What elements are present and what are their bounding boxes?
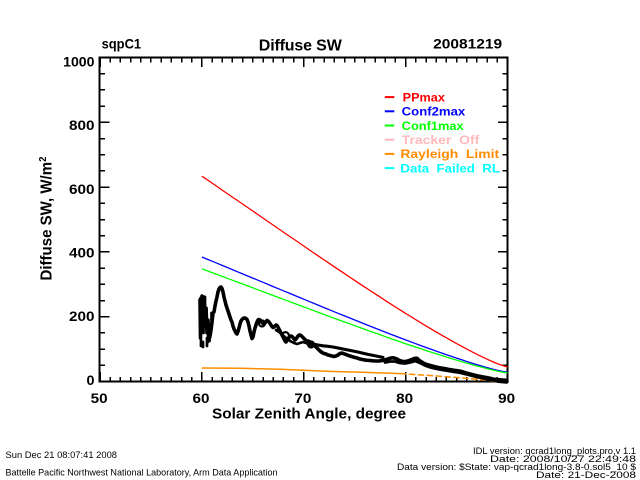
svg-text:80: 80 [396,391,413,406]
svg-text:60: 60 [193,391,210,406]
svg-text:90: 90 [498,391,515,406]
svg-text:Tracker Off: Tracker Off [402,133,481,147]
svg-text:200: 200 [69,309,95,324]
svg-text:600: 600 [69,182,95,197]
svg-text:800: 800 [69,118,95,133]
svg-text:Conf2max: Conf2max [402,105,466,119]
svg-text:20081219: 20081219 [433,36,502,52]
svg-text:sqpC1: sqpC1 [102,36,142,51]
svg-text:Sun Dec 21 08:07:41 2008: Sun Dec 21 08:07:41 2008 [6,450,118,461]
svg-text:Data version: $State: vap-qcra: Data version: $State: vap-qcrad1long-3.8… [397,462,636,472]
svg-text:IDL version: qcrad1long_plots.: IDL version: qcrad1long_plots.pro,v 1.1 [473,446,636,456]
svg-text:Diffuse SW: Diffuse SW [259,38,343,55]
svg-text:70: 70 [294,391,311,406]
svg-text:Date: 2008/10/27 22:49:48: Date: 2008/10/27 22:49:48 [490,454,636,464]
svg-text:PPmax: PPmax [403,90,446,104]
svg-text:50: 50 [91,391,108,406]
svg-text:Rayleigh Limit: Rayleigh Limit [400,147,499,161]
svg-text:Conf1max: Conf1max [402,119,464,133]
svg-text:Battelle Pacific Northwest Nat: Battelle Pacific Northwest National Labo… [6,467,278,478]
svg-text:Date: 21-Dec-2008: Date: 21-Dec-2008 [536,470,636,480]
svg-text:Diffuse SW, W/m2: Diffuse SW, W/m2 [38,156,56,280]
svg-text:1000: 1000 [63,55,94,70]
svg-text:400: 400 [69,246,95,261]
svg-text:0: 0 [87,373,95,388]
svg-text:Solar Zenith Angle, degree: Solar Zenith Angle, degree [212,406,406,423]
svg-text:Data Failed RL: Data Failed RL [400,161,500,175]
